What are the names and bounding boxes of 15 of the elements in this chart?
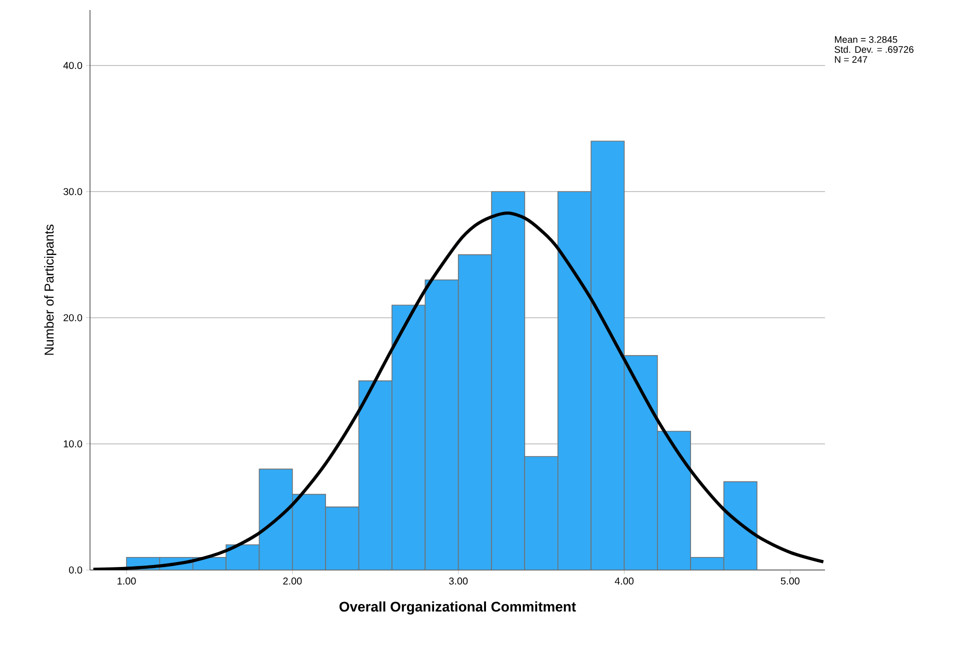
text: N = 247 xyxy=(834,56,868,63)
y-tick-label: 10.0 xyxy=(64,440,82,448)
text: Mean = 3.2845 xyxy=(834,36,898,43)
x-axis-title: Overall Organizational Commitment xyxy=(340,601,576,614)
y-axis-title: Number of Participants xyxy=(44,224,56,355)
text: Std. Dev. = .69726 xyxy=(834,46,914,53)
y-tick-label: 0.0 xyxy=(69,566,82,574)
y-tick-label: 30.0 xyxy=(63,188,82,196)
x-tick-label: 4.00 xyxy=(614,578,634,585)
x-tick-label: 3.00 xyxy=(449,578,468,585)
x-tick-label: 2.00 xyxy=(283,578,302,585)
y-tick-label: 20.0 xyxy=(64,314,82,322)
y-tick-label: 40.0 xyxy=(63,62,82,69)
x-tick-label: 1.00 xyxy=(118,578,136,585)
x-tick-label: 5.00 xyxy=(780,578,800,585)
